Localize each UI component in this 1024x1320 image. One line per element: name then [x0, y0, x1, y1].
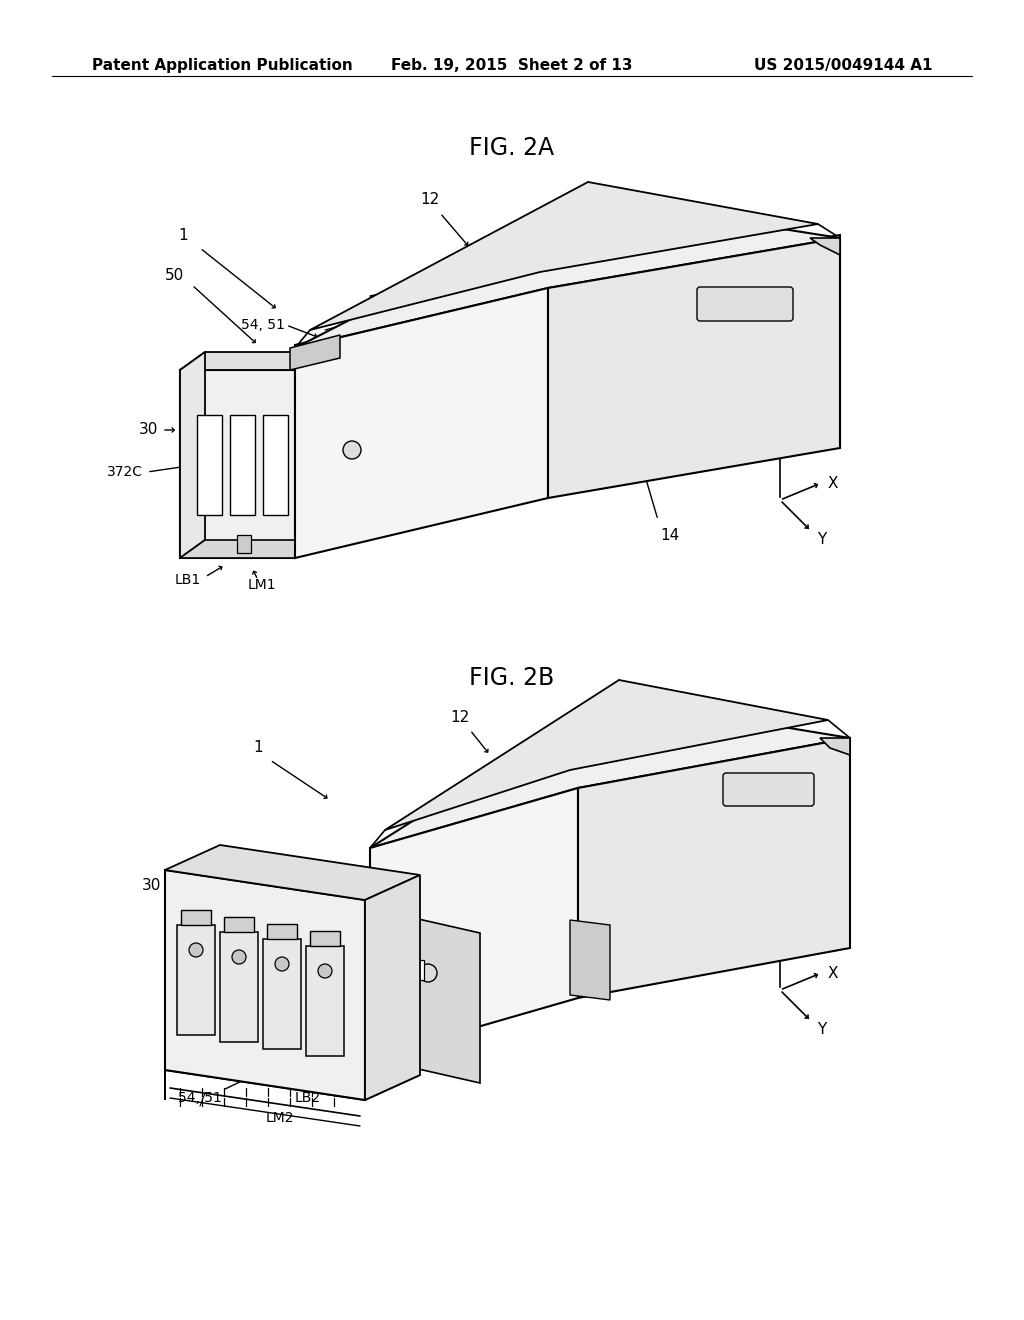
Text: 54, 51: 54, 51: [178, 1092, 222, 1105]
Circle shape: [419, 964, 437, 982]
Polygon shape: [570, 920, 610, 1001]
Text: 14: 14: [680, 904, 699, 920]
Polygon shape: [578, 738, 850, 998]
Polygon shape: [548, 238, 840, 498]
Polygon shape: [810, 238, 840, 255]
Polygon shape: [180, 352, 205, 558]
Bar: [224, 917, 254, 932]
Circle shape: [189, 942, 203, 957]
Polygon shape: [385, 680, 828, 830]
Text: 14: 14: [660, 528, 679, 543]
Polygon shape: [295, 285, 548, 554]
Circle shape: [343, 441, 361, 459]
FancyBboxPatch shape: [697, 286, 793, 321]
Text: 12: 12: [421, 193, 439, 207]
Text: Z: Z: [767, 433, 777, 447]
Text: US 2015/0049144 A1: US 2015/0049144 A1: [754, 58, 932, 73]
Text: FIG. 2B: FIG. 2B: [469, 667, 555, 690]
Circle shape: [275, 957, 289, 972]
Bar: [230, 414, 255, 515]
Bar: [408, 960, 424, 979]
Polygon shape: [548, 235, 840, 495]
Polygon shape: [165, 870, 365, 1100]
Circle shape: [318, 964, 332, 978]
Text: 30: 30: [142, 878, 162, 892]
Polygon shape: [180, 540, 319, 558]
Text: X: X: [827, 475, 838, 491]
Bar: [197, 414, 222, 515]
Bar: [181, 909, 211, 925]
Polygon shape: [310, 182, 818, 330]
Bar: [267, 924, 297, 939]
Text: 302: 302: [490, 902, 516, 915]
Text: 10: 10: [645, 201, 665, 215]
Text: X: X: [827, 966, 838, 981]
Text: 1: 1: [253, 741, 263, 755]
Polygon shape: [180, 352, 319, 370]
Polygon shape: [820, 738, 850, 755]
Text: 304: 304: [490, 921, 516, 935]
Text: LM1: LM1: [248, 578, 276, 591]
Text: Patent Application Publication: Patent Application Publication: [92, 58, 352, 73]
FancyBboxPatch shape: [723, 774, 814, 807]
Text: Z: Z: [767, 923, 777, 937]
Bar: [263, 939, 301, 1049]
Polygon shape: [370, 698, 850, 847]
Bar: [237, 535, 251, 553]
Polygon shape: [165, 1045, 420, 1100]
Text: 1: 1: [178, 227, 187, 243]
Bar: [220, 932, 258, 1041]
Text: 50: 50: [165, 268, 184, 282]
Text: LM2: LM2: [266, 1111, 294, 1125]
Polygon shape: [295, 198, 840, 348]
Text: 10: 10: [663, 710, 682, 726]
Polygon shape: [370, 788, 578, 1059]
Polygon shape: [365, 875, 420, 1100]
Polygon shape: [180, 370, 295, 558]
Circle shape: [232, 950, 246, 964]
Text: Y: Y: [816, 532, 825, 546]
Polygon shape: [295, 288, 548, 558]
Polygon shape: [370, 908, 480, 1082]
Bar: [177, 925, 215, 1035]
Text: Feb. 19, 2015  Sheet 2 of 13: Feb. 19, 2015 Sheet 2 of 13: [391, 58, 633, 73]
Text: LB2: LB2: [295, 1092, 322, 1105]
Text: 372C: 372C: [106, 465, 143, 479]
Text: 12: 12: [451, 710, 470, 726]
Text: Y: Y: [816, 1022, 825, 1036]
Polygon shape: [165, 845, 420, 900]
Bar: [306, 946, 344, 1056]
Text: 54, 51: 54, 51: [241, 318, 285, 333]
Text: LB1: LB1: [175, 573, 201, 587]
Polygon shape: [290, 335, 340, 370]
Text: 30: 30: [138, 422, 158, 437]
Bar: [310, 931, 340, 946]
Text: FIG. 2A: FIG. 2A: [469, 136, 555, 160]
Text: 371: 371: [390, 1065, 417, 1078]
Bar: [263, 414, 288, 515]
